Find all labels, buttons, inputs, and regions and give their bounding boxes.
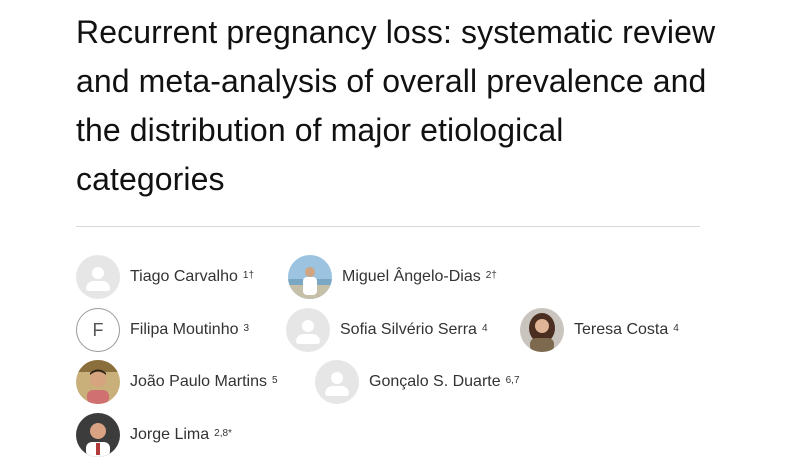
avatar-placeholder-icon xyxy=(286,308,330,352)
author-teresa-costa[interactable]: Teresa Costa 4 xyxy=(520,308,679,352)
author-tiago-carvalho[interactable]: Tiago Carvalho 1† xyxy=(76,255,254,299)
avatar-photo xyxy=(76,413,120,457)
author-affiliation: 5 xyxy=(271,374,278,386)
author-name: Teresa Costa xyxy=(574,321,669,338)
avatar-photo xyxy=(520,308,564,352)
author-miguel-angelo-dias[interactable]: Miguel Ângelo-Dias 2† xyxy=(288,255,497,299)
author-affiliation: 4 xyxy=(481,322,488,334)
author-joao-paulo-martins[interactable]: João Paulo Martins 5 xyxy=(76,360,278,404)
author-name: Sofia Silvério Serra xyxy=(340,321,477,338)
divider xyxy=(76,226,700,227)
avatar-placeholder-icon xyxy=(315,360,359,404)
author-jorge-lima[interactable]: Jorge Lima 2,8* xyxy=(76,413,232,457)
avatar-photo xyxy=(288,255,332,299)
avatar-initial: F xyxy=(76,308,120,352)
author-affiliation: 2† xyxy=(485,269,497,281)
author-affiliation: 2,8* xyxy=(214,427,232,439)
author-name: João Paulo Martins xyxy=(130,373,267,390)
avatar-placeholder-icon xyxy=(76,255,120,299)
author-affiliation: 3 xyxy=(243,322,250,334)
author-goncalo-s-duarte[interactable]: Gonçalo S. Duarte 6,7 xyxy=(315,360,520,404)
article-title: Recurrent pregnancy loss: systematic rev… xyxy=(76,14,716,197)
author-name: Gonçalo S. Duarte xyxy=(369,373,501,390)
author-filipa-moutinho[interactable]: F Filipa Moutinho 3 xyxy=(76,308,249,352)
author-affiliation: 4 xyxy=(673,322,679,334)
author-affiliation: 6,7 xyxy=(505,374,520,386)
author-sofia-silverio-serra[interactable]: Sofia Silvério Serra 4 xyxy=(286,308,488,352)
author-affiliation: 1† xyxy=(242,269,255,281)
author-name: Jorge Lima xyxy=(130,426,210,443)
avatar-photo xyxy=(76,360,120,404)
author-name: Filipa Moutinho xyxy=(130,321,239,338)
author-name: Tiago Carvalho xyxy=(130,268,238,285)
author-name: Miguel Ângelo-Dias xyxy=(342,268,481,285)
